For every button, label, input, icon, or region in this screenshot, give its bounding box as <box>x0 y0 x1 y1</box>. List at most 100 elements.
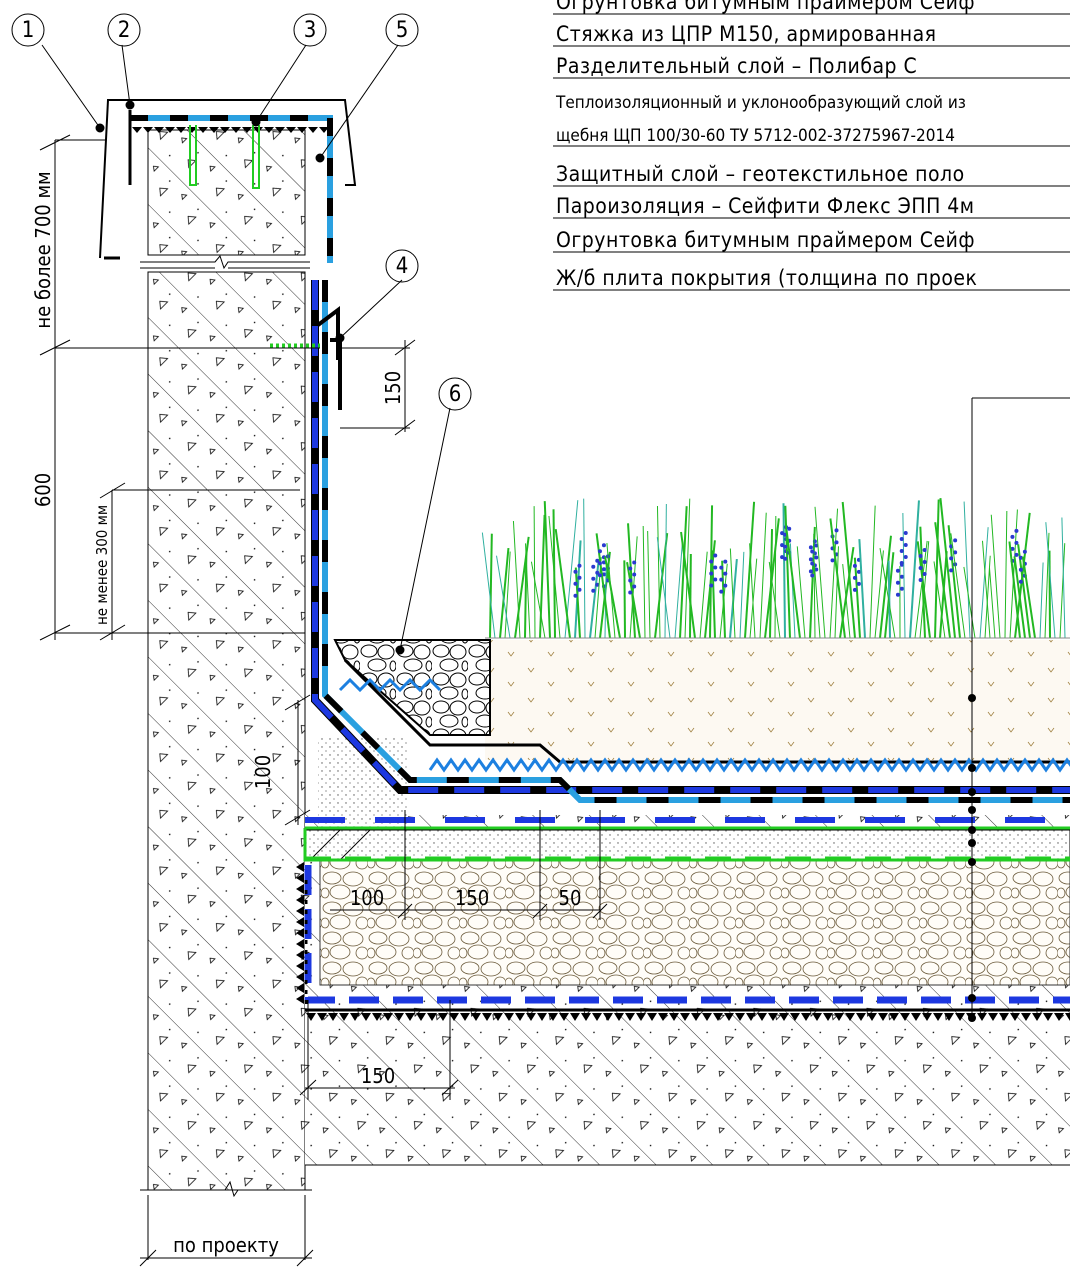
grass-blade <box>775 516 776 638</box>
vegetation <box>482 498 1070 638</box>
grass-blade <box>783 503 785 638</box>
grass-blade <box>855 558 860 638</box>
layer-text: Пароизоляция – Сейфити Флекс ЭПП 4м <box>556 194 975 218</box>
layer-text: щебня ЩП 100/30-60 ТУ 5712-002-37275967-… <box>556 126 955 146</box>
grass-blade <box>745 502 754 638</box>
flower <box>783 557 787 561</box>
flower <box>573 594 577 598</box>
flower <box>1023 550 1027 554</box>
flower <box>573 582 577 586</box>
grass-blade <box>843 502 855 638</box>
flower <box>923 572 927 576</box>
grass-blade <box>500 548 508 638</box>
flower <box>598 561 602 565</box>
flower <box>632 585 636 589</box>
flower <box>598 549 602 553</box>
flower <box>857 582 861 586</box>
grass-blade <box>980 527 988 638</box>
flower <box>723 560 727 564</box>
flower <box>1019 568 1023 572</box>
grass-blade <box>482 533 495 638</box>
flower <box>896 581 900 585</box>
flower <box>632 561 636 565</box>
flower <box>1014 529 1018 533</box>
flower <box>809 569 813 573</box>
grass-blade <box>643 526 645 638</box>
layer-text: Стяжка из ЦПР М150, армированная <box>556 22 937 46</box>
grass-blade <box>830 518 845 638</box>
grass-blade <box>534 506 535 638</box>
flower <box>577 588 581 592</box>
grass-blade <box>815 507 825 638</box>
flower <box>809 545 813 549</box>
dimension-text: 600 <box>31 473 55 507</box>
flower <box>719 578 723 582</box>
flower <box>853 588 857 592</box>
callout-number: 6 <box>449 382 462 407</box>
flower <box>923 548 927 552</box>
flower <box>787 527 791 531</box>
dimension-text: 50 <box>559 886 582 910</box>
flower <box>814 556 818 560</box>
flower <box>810 550 814 554</box>
grass-blade <box>991 515 1000 638</box>
dimension-text: 150 <box>381 371 405 405</box>
flower <box>923 560 927 564</box>
grass-blade <box>540 515 545 638</box>
flower <box>719 566 723 570</box>
flower <box>719 590 723 594</box>
flower <box>591 589 595 593</box>
flower <box>809 557 813 561</box>
grass-blade <box>740 552 744 638</box>
dimension-text: 100 <box>251 755 275 789</box>
dimension-text: не более 700 мм <box>31 171 55 328</box>
flower <box>900 587 904 591</box>
grass-blade <box>665 504 666 638</box>
layer-text: Разделительный слой – Полибар С <box>556 54 917 78</box>
detail-drawing: 1 2 3 5 4 6 Огрунтовка битумным праймеро… <box>0 0 1070 1268</box>
grass-blade <box>605 556 620 638</box>
flower <box>896 569 900 573</box>
flower <box>853 576 857 580</box>
flower <box>573 570 577 574</box>
dimension-text: не менее 300 мм <box>93 505 111 625</box>
flower <box>896 593 900 597</box>
flower <box>1010 535 1014 539</box>
flower <box>831 558 835 562</box>
flower <box>709 583 713 587</box>
flower <box>591 565 595 569</box>
flower <box>713 565 717 569</box>
grass-blade <box>785 506 790 638</box>
dimension-text: 150 <box>455 886 489 910</box>
grass-blade <box>584 499 585 638</box>
grass-blade <box>949 525 960 638</box>
grass-blade <box>1005 511 1007 638</box>
flower <box>723 572 727 576</box>
callout-number: 3 <box>304 18 317 43</box>
flower <box>919 566 923 570</box>
flower <box>949 556 953 560</box>
flower <box>904 555 908 559</box>
flower <box>904 531 908 535</box>
grass-blade <box>1062 518 1065 638</box>
flower <box>577 576 581 580</box>
dimension-text: 100 <box>350 886 384 910</box>
grass-blade <box>556 529 570 638</box>
flower <box>783 545 787 549</box>
flower <box>919 578 923 582</box>
callout-number: 4 <box>396 254 409 279</box>
flower <box>853 564 857 568</box>
flower <box>602 543 606 547</box>
flower <box>713 577 717 581</box>
flower <box>900 537 904 541</box>
grass-blade <box>964 502 970 638</box>
flower <box>602 567 606 571</box>
flower <box>709 559 713 563</box>
layer-text: Огрунтовка битумным праймером Сейф <box>556 0 975 14</box>
grass-blade <box>760 513 766 638</box>
flower <box>835 540 839 544</box>
flower <box>810 562 814 566</box>
layer-list: Огрунтовка битумным праймером Сейф Стяжк… <box>553 0 1070 290</box>
grass-blade <box>648 531 650 638</box>
dimension-text: по проекту <box>173 1233 279 1257</box>
